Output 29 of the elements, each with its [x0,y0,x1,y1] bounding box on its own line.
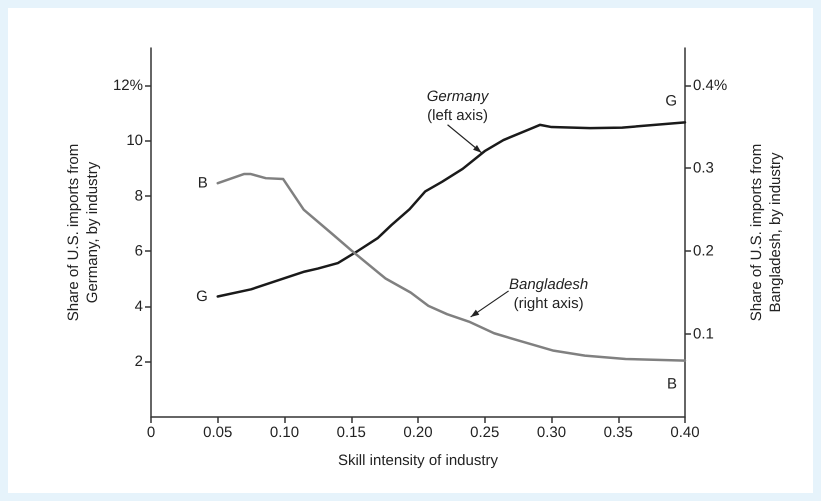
annotation: B [666,376,677,393]
y2-tick-label: 0.1 [693,326,714,343]
y-tick-label: 12% [112,76,143,94]
annotation: G [665,92,677,110]
y2-tick-label: 0.3 [693,160,714,177]
x-tick-label: 0.40 [670,424,700,441]
x-tick-label: 0.10 [270,424,300,441]
annotation: G [196,288,208,305]
annotation: B [198,174,208,192]
x-tick-label: 0.05 [203,424,232,441]
x-tick-label: 0 [146,424,156,441]
line-series [216,172,686,362]
y2-tick-label: 0.4% [693,76,728,94]
annotation: Germany (left axis) [426,88,490,124]
x-tick-label: 0.25 [470,424,500,441]
y2-tick-label: 0.2 [693,242,714,260]
y-tick-label: 2 [134,353,143,370]
x-tick-label: 0.20 [403,424,433,441]
annotation: Bangladesh (right axis) [508,276,588,312]
y-tick-label: 6 [134,242,143,260]
x-axis-title: Skill intensity of industry [338,452,499,469]
x-tick-label: 0.15 [336,424,366,441]
y-tick-label: 8 [134,187,143,204]
x-tick-label: 0.35 [604,424,633,441]
y2-axis-title: Share of U.S. imports from Bangladesh, by industry [748,144,784,322]
y-tick-label: 10 [126,132,143,150]
y-tick-label: 4 [134,298,143,315]
x-tick-label: 0.30 [536,424,566,441]
y-axis-title: Share of U.S. imports from Germany, by industry [65,144,102,322]
